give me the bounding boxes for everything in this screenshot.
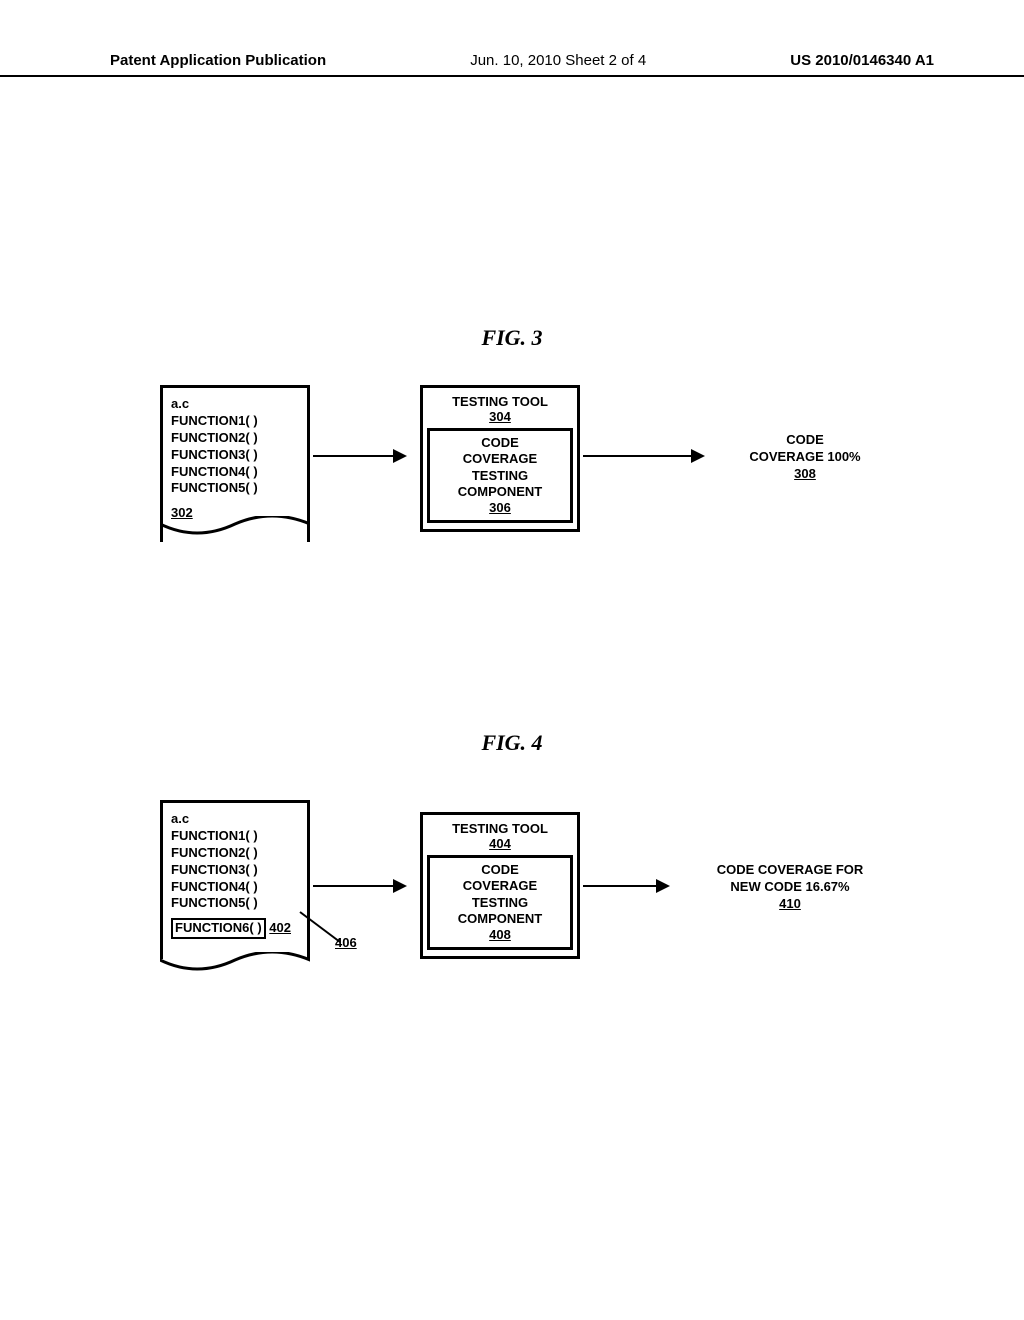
arrow-icon bbox=[583, 885, 668, 887]
ref-304: 304 bbox=[427, 409, 573, 424]
coverage-component-306: CODE COVERAGE TESTING COMPONENT 306 bbox=[427, 428, 573, 523]
file-fn: FUNCTION2( ) bbox=[171, 845, 299, 862]
component-line: CODE bbox=[432, 862, 568, 878]
fig3-label: FIG. 3 bbox=[0, 325, 1024, 351]
file-fn-boxed: FUNCTION6( ) bbox=[171, 918, 266, 939]
output-308: CODE COVERAGE 100% 308 bbox=[720, 432, 890, 483]
component-line: CODE bbox=[432, 435, 568, 451]
arrow-icon bbox=[583, 455, 703, 457]
file-tear-icon bbox=[160, 516, 310, 540]
file-fn: FUNCTION4( ) bbox=[171, 464, 299, 481]
file-name: a.c bbox=[171, 396, 299, 413]
file-fn: FUNCTION2( ) bbox=[171, 430, 299, 447]
file-box-402: a.c FUNCTION1( ) FUNCTION2( ) FUNCTION3(… bbox=[160, 800, 310, 959]
output-410: CODE COVERAGE FOR NEW CODE 16.67% 410 bbox=[680, 862, 900, 913]
fig4-label: FIG. 4 bbox=[0, 730, 1024, 756]
figure-3: a.c FUNCTION1( ) FUNCTION2( ) FUNCTION3(… bbox=[0, 385, 1024, 565]
file-fn: FUNCTION4( ) bbox=[171, 879, 299, 896]
header-right: US 2010/0146340 A1 bbox=[790, 52, 934, 69]
component-line: COMPONENT bbox=[432, 911, 568, 927]
ref-402: 402 bbox=[269, 920, 291, 937]
arrow-icon bbox=[313, 455, 405, 457]
ref-406: 406 bbox=[335, 935, 357, 950]
file-fn: FUNCTION5( ) bbox=[171, 480, 299, 497]
file-fn: FUNCTION1( ) bbox=[171, 413, 299, 430]
file-fn: FUNCTION3( ) bbox=[171, 447, 299, 464]
ref-308: 308 bbox=[720, 466, 890, 483]
coverage-component-408: CODE COVERAGE TESTING COMPONENT 408 bbox=[427, 855, 573, 950]
ref-404: 404 bbox=[427, 836, 573, 851]
component-line: COVERAGE bbox=[432, 878, 568, 894]
component-line: COMPONENT bbox=[432, 484, 568, 500]
ref-408: 408 bbox=[432, 927, 568, 943]
file-name: a.c bbox=[171, 811, 299, 828]
file-fn: FUNCTION5( ) bbox=[171, 895, 299, 912]
output-line: COVERAGE 100% bbox=[720, 449, 890, 466]
tool-title: TESTING TOOL bbox=[427, 394, 573, 409]
output-line: CODE bbox=[720, 432, 890, 449]
component-line: TESTING bbox=[432, 468, 568, 484]
figure-4: a.c FUNCTION1( ) FUNCTION2( ) FUNCTION3(… bbox=[0, 800, 1024, 1000]
component-line: TESTING bbox=[432, 895, 568, 911]
file-fn: FUNCTION1( ) bbox=[171, 828, 299, 845]
header-center: Jun. 10, 2010 Sheet 2 of 4 bbox=[470, 52, 646, 69]
testing-tool-304: TESTING TOOL 304 CODE COVERAGE TESTING C… bbox=[420, 385, 580, 532]
file-tear-icon bbox=[160, 952, 310, 976]
testing-tool-404: TESTING TOOL 404 CODE COVERAGE TESTING C… bbox=[420, 812, 580, 959]
file-fn: FUNCTION3( ) bbox=[171, 862, 299, 879]
component-line: COVERAGE bbox=[432, 451, 568, 467]
ref-410: 410 bbox=[680, 896, 900, 913]
page-header: Patent Application Publication Jun. 10, … bbox=[0, 52, 1024, 77]
arrow-icon bbox=[313, 885, 405, 887]
ref-306: 306 bbox=[432, 500, 568, 516]
header-left: Patent Application Publication bbox=[110, 52, 326, 69]
tool-title: TESTING TOOL bbox=[427, 821, 573, 836]
output-line: CODE COVERAGE FOR bbox=[680, 862, 900, 879]
output-line: NEW CODE 16.67% bbox=[680, 879, 900, 896]
